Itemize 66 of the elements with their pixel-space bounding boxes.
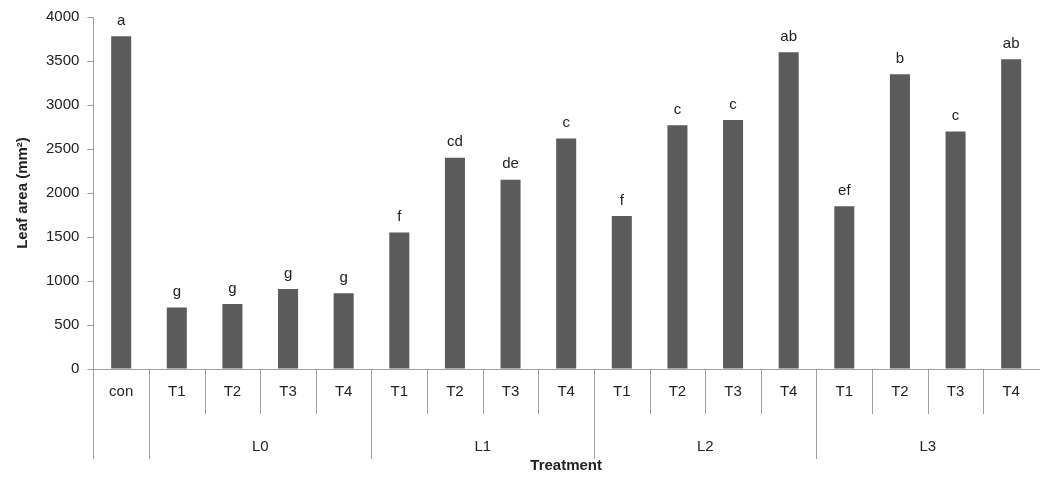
- bar: [278, 288, 299, 369]
- text: L3: [919, 437, 937, 455]
- x-tick-label: T2: [223, 382, 242, 400]
- x-tick-label: T1: [168, 382, 186, 400]
- bar: [611, 215, 632, 369]
- data-label: c: [951, 106, 960, 124]
- y-tick-label: 2000: [45, 183, 80, 201]
- data-label: de: [502, 154, 519, 172]
- data-label: f: [619, 190, 625, 208]
- x-tick-label: T4: [1002, 382, 1020, 400]
- data-label: c: [673, 99, 682, 117]
- y-tick-label: 1500: [45, 227, 80, 245]
- y-tick-label: 2500: [45, 139, 80, 157]
- text: L0: [251, 437, 269, 455]
- x-tick-label: T4: [557, 382, 575, 400]
- data-label: a: [117, 11, 127, 28]
- y-tick-label: 0: [71, 359, 80, 377]
- x-tick-label: T3: [724, 382, 742, 400]
- data-label: g: [228, 278, 237, 296]
- x-tick-label: T2: [891, 382, 909, 400]
- x-tick-label: T3: [279, 382, 297, 400]
- bar: [111, 36, 132, 369]
- data-label: g: [172, 282, 181, 300]
- bar: [945, 131, 966, 369]
- x-tick-label: T2: [446, 382, 464, 400]
- bar: [778, 52, 799, 369]
- data-label: ef: [838, 180, 852, 198]
- x-tick-label: T1: [390, 382, 409, 400]
- bar: [556, 138, 577, 369]
- bar: [333, 293, 354, 369]
- y-tick-label: 4000: [45, 7, 80, 25]
- bar: [166, 307, 187, 369]
- data-label: g: [339, 267, 348, 285]
- y-tick-label: 3500: [45, 51, 80, 69]
- bar: [667, 125, 688, 369]
- x-tick-label: T2: [668, 382, 687, 400]
- bar: [222, 303, 243, 369]
- bar: [444, 157, 465, 369]
- bar: [834, 206, 855, 369]
- bar: [723, 119, 744, 369]
- x-tick-label: con: [109, 382, 134, 400]
- data-label: g: [283, 263, 293, 281]
- x-axis-title: Treatment: [530, 456, 603, 474]
- x-tick-label: T3: [501, 382, 520, 400]
- bar: [1001, 59, 1022, 369]
- bar: [500, 179, 521, 369]
- bar: [889, 74, 910, 369]
- data-label: ab: [1002, 33, 1020, 51]
- x-tick-label: T1: [613, 382, 631, 400]
- data-label: b: [895, 48, 905, 66]
- x-tick-label: T4: [779, 382, 798, 400]
- data-label: f: [397, 207, 403, 225]
- text: L1: [474, 437, 492, 455]
- y-tick-label: 3000: [45, 95, 80, 113]
- x-tick-label: T1: [835, 382, 854, 400]
- data-label: c: [562, 113, 571, 131]
- text: L2: [696, 437, 714, 455]
- y-axis-title: Leaf area (mm²): [13, 137, 31, 249]
- data-label: c: [729, 94, 738, 112]
- x-tick-label: T3: [946, 382, 965, 400]
- y-tick-label: 1000: [45, 271, 80, 289]
- bar: [389, 232, 410, 369]
- y-tick-label: 500: [54, 315, 80, 333]
- data-label: ab: [780, 26, 798, 44]
- data-label: cd: [447, 132, 463, 150]
- x-tick-label: T4: [334, 382, 353, 400]
